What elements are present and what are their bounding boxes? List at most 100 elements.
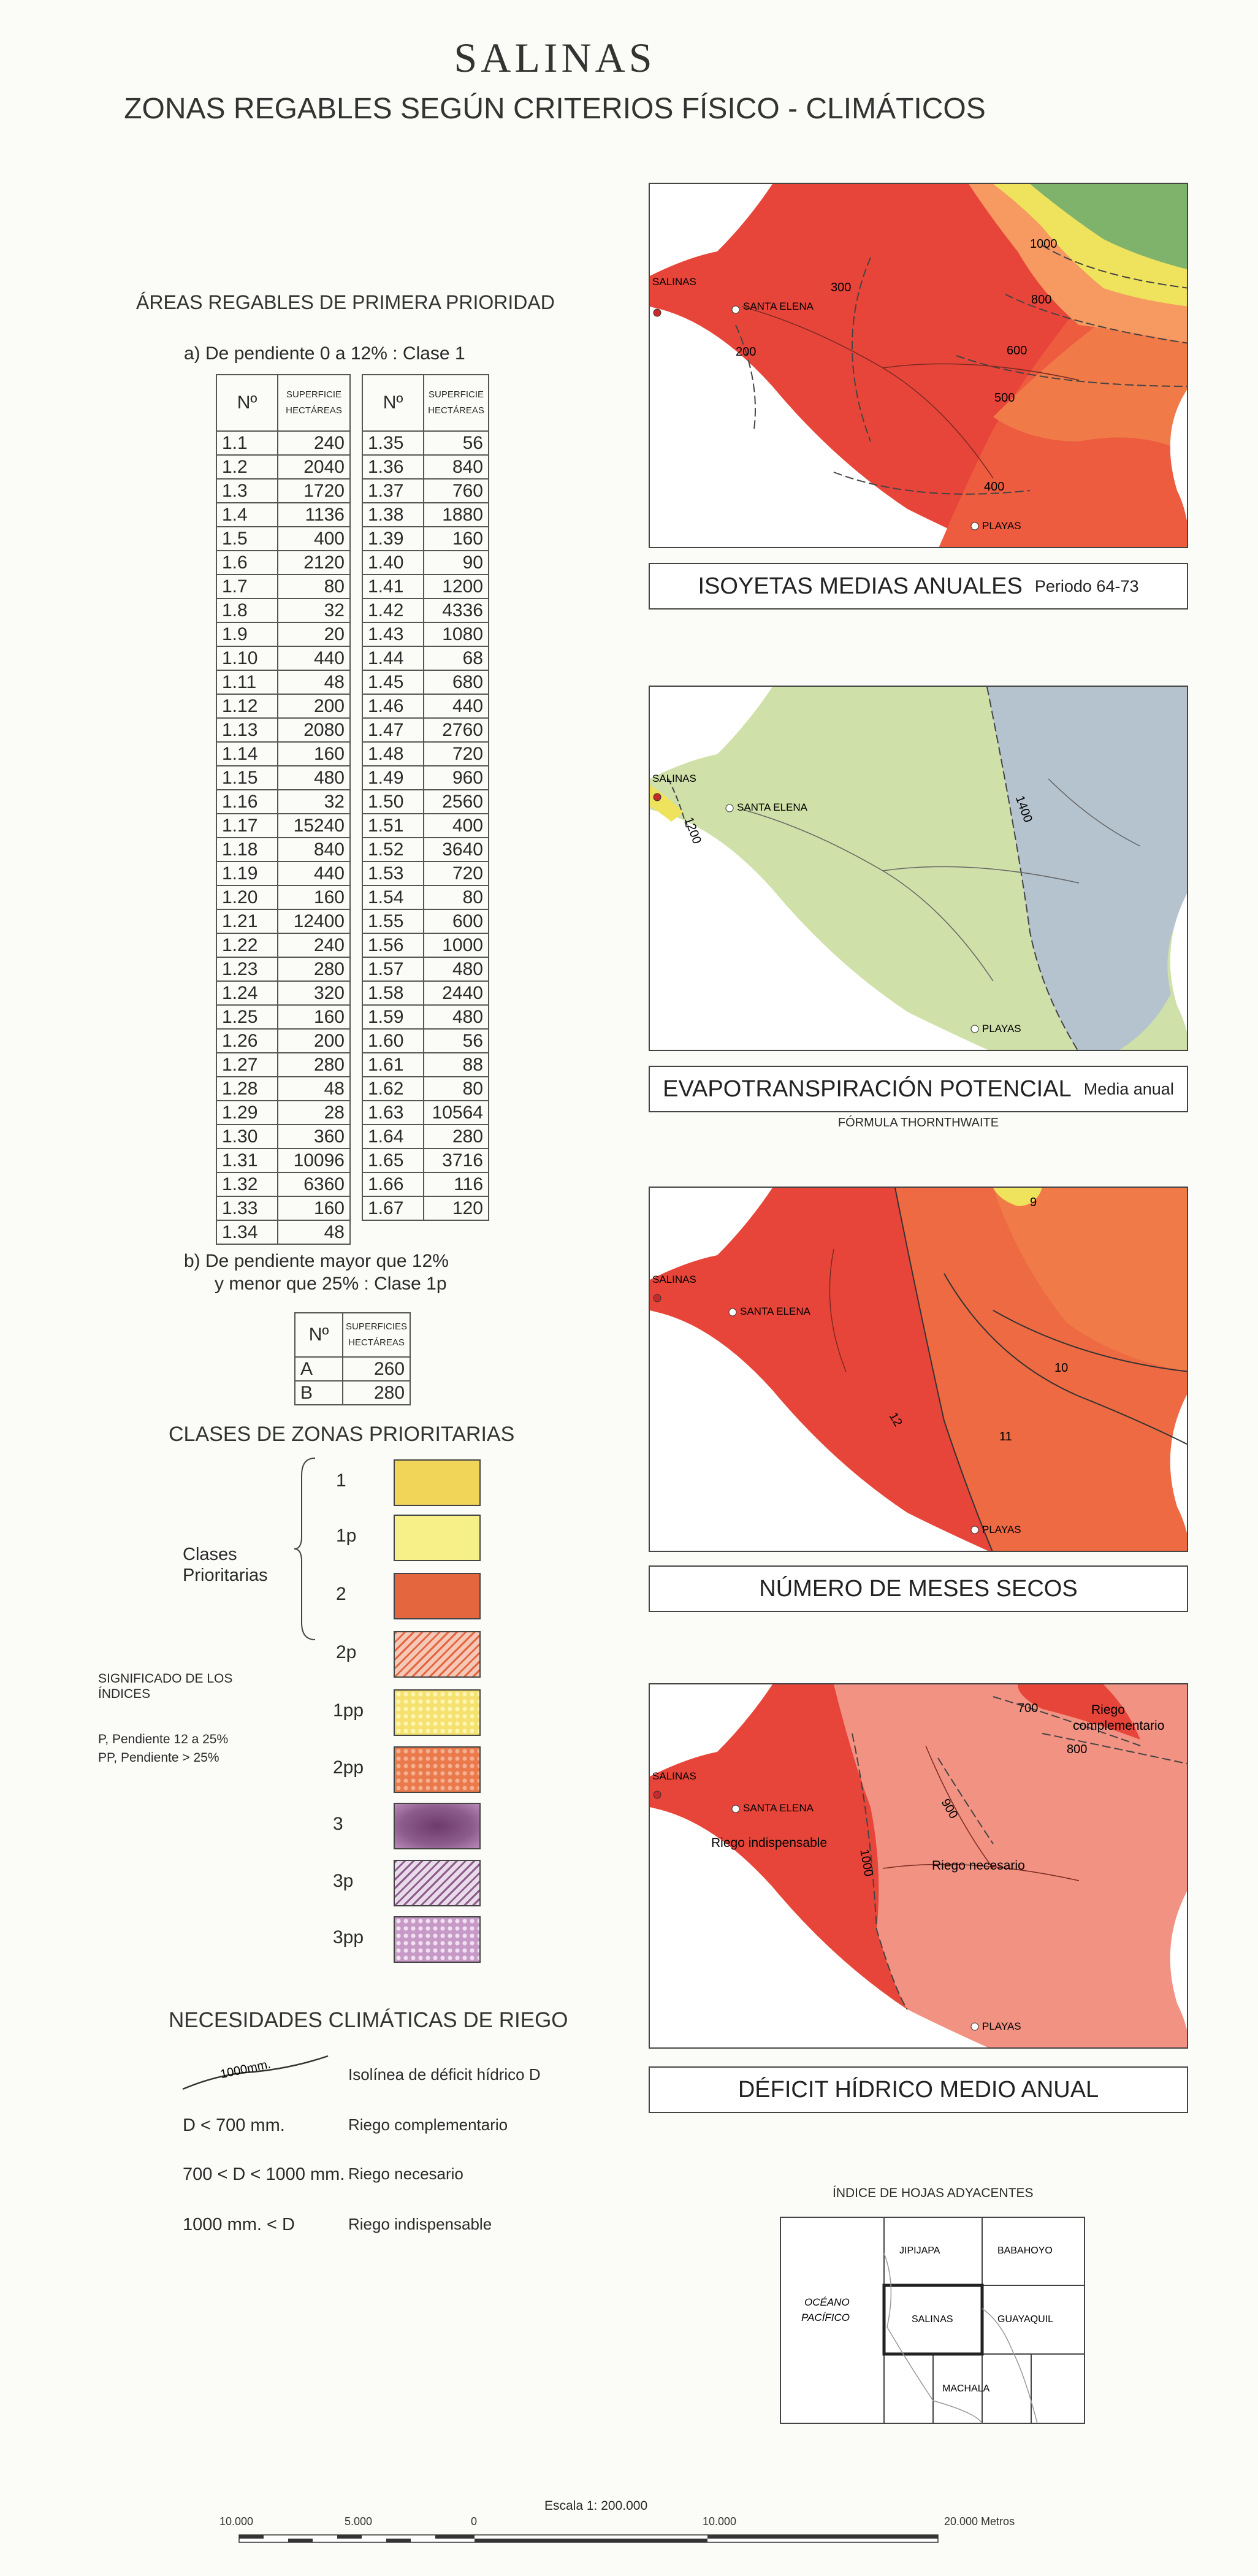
cell-superficie: 3640	[423, 837, 489, 862]
cell-superficie: 32	[277, 789, 351, 814]
svg-text:SALINAS: SALINAS	[652, 1770, 696, 1782]
cell-superficie: 320	[277, 980, 351, 1006]
cell-superficie: 6360	[277, 1172, 351, 1197]
svg-text:Riego indispensable: Riego indispensable	[711, 1836, 827, 1850]
cell-no: 1.10	[216, 646, 278, 671]
table-row: 1.65 3716	[362, 1148, 489, 1173]
table-row: 1.50 2560	[362, 789, 489, 814]
cell-superficie: 440	[423, 694, 489, 719]
classes-heading: CLASES DE ZONAS PRIORITARIAS	[169, 1423, 515, 1446]
necesidades-row-0-right: Isolínea de déficit hídrico D	[348, 2065, 541, 2084]
cell-superficie: 56	[423, 430, 489, 456]
areas-table-right: Nº SUPERFICIE HECTÁREAS 1.35 56 1.36 840 1.37…	[362, 374, 489, 1221]
cell-no: 1.24	[216, 980, 278, 1006]
svg-text:600: 600	[1007, 344, 1027, 357]
isoline-icon: 1000mm.	[182, 2055, 329, 2090]
class-code-2: 2	[336, 1584, 346, 1604]
cell-superficie: 2040	[277, 454, 351, 480]
cell-superficie: 32	[277, 598, 351, 623]
class-swatch-3pp	[394, 1916, 481, 1963]
cell-superficie: 2120	[277, 550, 351, 575]
svg-text:10.000: 10.000	[703, 2515, 736, 2528]
cell-no: 1.3	[216, 478, 278, 503]
cell-no: 1.51	[362, 813, 424, 838]
areas-table-b: Nº SUPERFICIES HECTÁREAS A 260 B 280	[294, 1312, 411, 1405]
cell-superficie: 2440	[423, 980, 489, 1006]
cell-superficie: 280	[277, 957, 351, 982]
cell-superficie: 48	[277, 1076, 351, 1101]
table-row: 1.35 56	[362, 430, 489, 456]
col-no: Nº	[294, 1312, 343, 1358]
index-sheet-salinas: SALINAS	[912, 2314, 953, 2325]
table-row: 1.60 56	[362, 1028, 489, 1053]
cell-no: 1.33	[216, 1196, 278, 1221]
map-deficit-hidrico-caption: DÉFICIT HÍDRICO MEDIO ANUAL	[649, 2066, 1188, 2113]
table-row: 1.11 48	[216, 670, 351, 695]
svg-text:SALINAS: SALINAS	[652, 773, 696, 784]
cell-superficie: 280	[277, 1052, 351, 1077]
cell-no: A	[294, 1356, 343, 1382]
cell-superficie: 80	[423, 885, 489, 910]
table-row: 1.66 116	[362, 1172, 489, 1197]
table-row: 1.4 1136	[216, 502, 351, 527]
class-swatch-1	[394, 1459, 481, 1506]
cell-no: 1.25	[216, 1004, 278, 1030]
table-row: 1.45 680	[362, 670, 489, 695]
class-swatch-2pp	[394, 1746, 481, 1793]
cell-no: 1.13	[216, 717, 278, 743]
table-row: 1.30 360	[216, 1124, 351, 1149]
cell-no: 1.65	[362, 1148, 424, 1173]
cell-no: 1.46	[362, 694, 424, 719]
table-row: 1.26 200	[216, 1028, 351, 1053]
svg-text:SANTA ELENA: SANTA ELENA	[743, 1802, 814, 1814]
cell-no: 1.66	[362, 1172, 424, 1197]
svg-text:800: 800	[1031, 293, 1051, 307]
svg-text:1000mm.: 1000mm.	[219, 2057, 272, 2081]
cell-superficie: 28	[277, 1100, 351, 1125]
table-row: 1.31 10096	[216, 1148, 351, 1173]
table-row: 1.59 480	[362, 1004, 489, 1030]
cell-no: 1.7	[216, 574, 278, 599]
cell-no: 1.61	[362, 1052, 424, 1077]
cell-no: 1.9	[216, 622, 278, 647]
class-code-1p: 1p	[336, 1526, 357, 1546]
cell-no: 1.18	[216, 837, 278, 862]
cell-superficie: 15240	[277, 813, 351, 838]
index-sheet-machala: MACHALA	[942, 2383, 990, 2394]
table-row: 1.67 120	[362, 1196, 489, 1221]
svg-text:PLAYAS: PLAYAS	[982, 520, 1021, 532]
table-row: 1.51 400	[362, 813, 489, 838]
table-row: 1.10 440	[216, 646, 351, 671]
table-row: 1.25 160	[216, 1004, 351, 1030]
class-code-2p: 2p	[336, 1642, 357, 1662]
index-sheet-jipijapa: JIPIJAPA	[899, 2245, 940, 2256]
cell-no: 1.56	[362, 933, 424, 958]
cell-superficie: 160	[277, 1004, 351, 1030]
necesidades-row-1-left: D < 700 mm.	[183, 2115, 285, 2135]
map-isoyetas-caption: ISOYETAS MEDIAS ANUALES Periodo 64-73	[649, 563, 1188, 610]
svg-text:20.000 Metros: 20.000 Metros	[944, 2515, 1015, 2528]
cell-no: 1.63	[362, 1100, 424, 1125]
svg-text:300: 300	[831, 281, 851, 294]
class-code-2pp: 2pp	[333, 1757, 364, 1778]
table-row: 1.47 2760	[362, 717, 489, 743]
cell-no: 1.48	[362, 741, 424, 766]
table-row: 1.13 2080	[216, 717, 351, 743]
index-sheet-guayaquil: GUAYAQUIL	[997, 2314, 1053, 2325]
table-row: 1.37 760	[362, 478, 489, 503]
class-swatch-3p	[394, 1860, 481, 1906]
svg-text:complementario: complementario	[1073, 1719, 1164, 1733]
cell-superficie: 1200	[423, 574, 489, 599]
svg-text:9: 9	[1030, 1196, 1037, 1209]
class-1-label: a) De pendiente 0 a 12% : Clase 1	[184, 343, 465, 364]
cell-no: 1.49	[362, 765, 424, 790]
cell-no: 1.67	[362, 1196, 424, 1221]
svg-text:PLAYAS: PLAYAS	[982, 2020, 1021, 2032]
significado-pp: PP, Pendiente > 25%	[98, 1751, 219, 1765]
table-row: 1.36 840	[362, 454, 489, 480]
cell-no: 1.32	[216, 1172, 278, 1197]
svg-text:Riego: Riego	[1091, 1703, 1125, 1717]
svg-text:OCÉANO: OCÉANO	[804, 2296, 850, 2308]
significado-heading: SIGNIFICADO DE LOS ÍNDICES	[98, 1672, 233, 1701]
index-sheet-babahoyo: BABAHOYO	[997, 2245, 1053, 2256]
